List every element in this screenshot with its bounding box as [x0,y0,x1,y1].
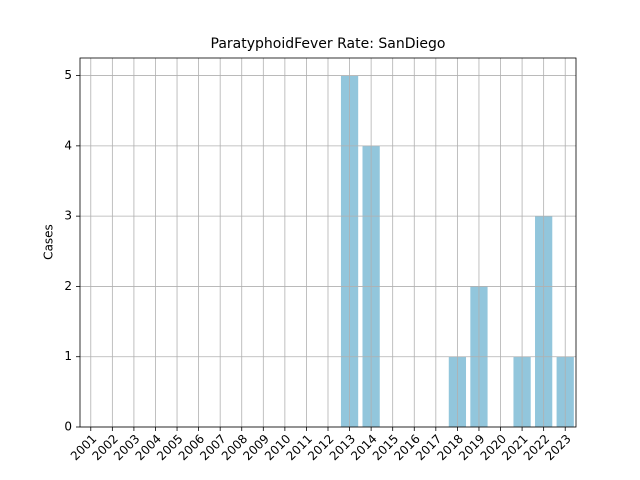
y-tick-label: 3 [64,209,72,223]
plot-frame [79,57,577,428]
y-tick-label: 5 [64,68,72,82]
y-tick-label: 4 [64,138,72,152]
y-tick-label: 0 [64,420,72,434]
chart-title: ParatyphoidFever Rate: SanDiego [211,36,446,52]
y-tick-label: 1 [64,349,72,363]
y-tick-label: 2 [64,279,72,293]
y-axis-label: Cases [42,224,56,260]
